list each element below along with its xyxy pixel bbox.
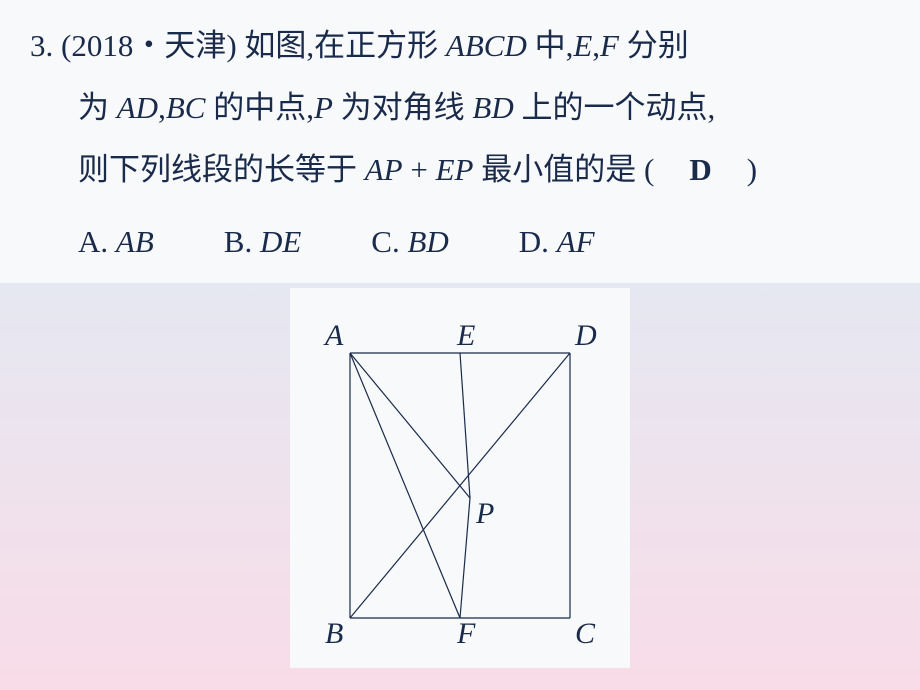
problem-number: 3. (30, 28, 53, 63)
edge-A-F (350, 353, 460, 618)
answer: D (685, 139, 715, 201)
option-d: D. AF (519, 211, 595, 273)
geometry-svg: A E D B F C P (300, 293, 620, 653)
edge-P-F (460, 498, 470, 618)
problem-line-1: 3. (2018・天津) 如图,在正方形 ABCD 中,E,F 分别 (30, 15, 890, 77)
point-label-A: A (323, 319, 344, 352)
problem-line-3: 则下列线段的长等于 AP + EP 最小值的是 ( D ) (30, 139, 890, 201)
geometry-figure: A E D B F C P (290, 288, 630, 668)
problem-line-2: 为 AD,BC 的中点,P 为对角线 BD 上的一个动点, (30, 77, 890, 139)
edge-E-P (460, 353, 470, 498)
point-label-B: B (325, 617, 343, 650)
point-label-D: D (574, 319, 597, 352)
options-row: A. AB B. DE C. BD D. AF (30, 211, 890, 273)
option-b: B. DE (224, 211, 302, 273)
point-label-E: E (456, 319, 475, 352)
option-a: A. AB (78, 211, 154, 273)
option-c: C. BD (371, 211, 449, 273)
problem-text: 3. (2018・天津) 如图,在正方形 ABCD 中,E,F 分别 为 AD,… (0, 0, 920, 283)
point-label-C: C (575, 617, 596, 650)
figure-container: A E D B F C P (0, 288, 920, 668)
problem-source: (2018・天津) (61, 28, 237, 63)
edge-A-P (350, 353, 470, 498)
point-label-F: F (456, 617, 476, 650)
point-label-P: P (475, 497, 494, 530)
